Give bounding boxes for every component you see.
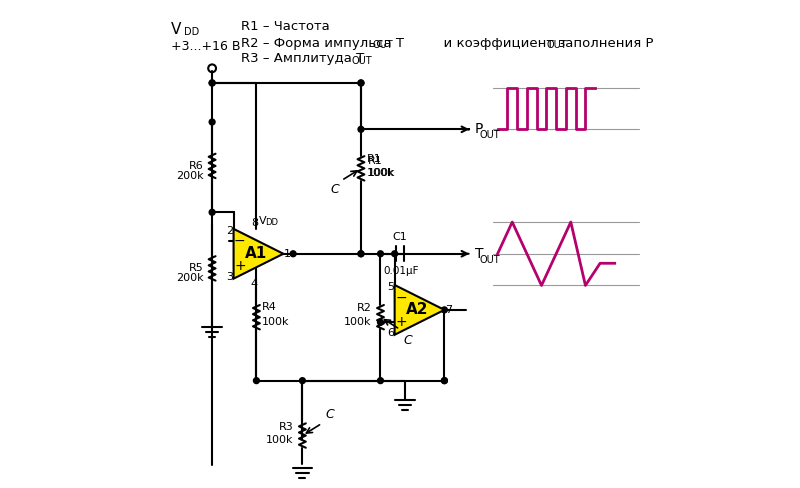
Text: R5: R5 — [189, 264, 203, 273]
Text: 100k: 100k — [266, 435, 294, 446]
Text: +: + — [395, 315, 406, 329]
Circle shape — [392, 251, 398, 257]
Text: T: T — [474, 247, 483, 261]
Text: 4: 4 — [250, 280, 258, 289]
Circle shape — [209, 80, 215, 86]
Text: 3: 3 — [226, 272, 233, 282]
Text: 8: 8 — [250, 218, 258, 228]
Text: R2: R2 — [357, 304, 372, 313]
Text: R3: R3 — [279, 422, 294, 432]
Text: C: C — [326, 408, 334, 421]
Text: R6: R6 — [189, 161, 203, 171]
Text: OUT: OUT — [546, 40, 567, 50]
Circle shape — [442, 378, 447, 384]
Text: 2: 2 — [226, 226, 233, 236]
Circle shape — [209, 209, 215, 215]
Circle shape — [254, 251, 259, 257]
Circle shape — [378, 378, 383, 384]
Text: OUT: OUT — [479, 130, 500, 140]
Circle shape — [358, 251, 364, 257]
Text: −: − — [234, 234, 246, 248]
Text: P: P — [474, 122, 483, 136]
Polygon shape — [394, 285, 445, 335]
Text: 7: 7 — [446, 305, 452, 315]
Text: 0.01μF: 0.01μF — [383, 266, 419, 276]
Text: R2 – Форма импульса T: R2 – Форма импульса T — [242, 37, 404, 50]
Circle shape — [290, 251, 296, 257]
Circle shape — [209, 80, 215, 86]
Text: 6: 6 — [387, 328, 394, 338]
Circle shape — [442, 307, 447, 313]
Polygon shape — [234, 229, 283, 279]
Text: A1: A1 — [246, 246, 267, 261]
Text: R1 – Частота: R1 – Частота — [242, 20, 330, 34]
Text: C: C — [330, 183, 339, 196]
Text: +3...+16 В: +3...+16 В — [170, 40, 240, 53]
Text: +: + — [234, 259, 246, 273]
Circle shape — [378, 251, 383, 257]
Text: C: C — [404, 334, 413, 347]
Circle shape — [358, 80, 364, 86]
Text: и коэффициент заполнения P: и коэффициент заполнения P — [434, 37, 654, 50]
Text: 200k: 200k — [176, 273, 203, 283]
Text: V: V — [170, 22, 181, 37]
Circle shape — [254, 378, 259, 384]
Circle shape — [358, 126, 364, 132]
Circle shape — [358, 251, 364, 257]
Text: R1: R1 — [368, 156, 383, 166]
Text: R1: R1 — [367, 154, 382, 163]
Text: A2: A2 — [406, 303, 429, 317]
Text: 100k: 100k — [367, 168, 394, 178]
Text: 5: 5 — [387, 282, 394, 292]
Circle shape — [209, 119, 215, 125]
Text: 1: 1 — [284, 249, 291, 259]
Text: 200k: 200k — [176, 171, 203, 181]
Text: OUT: OUT — [479, 255, 500, 264]
Text: 100k: 100k — [262, 317, 290, 327]
Circle shape — [378, 320, 383, 325]
Text: 100k: 100k — [368, 168, 396, 178]
Circle shape — [358, 80, 364, 86]
Text: OUT: OUT — [372, 40, 393, 50]
Text: DD: DD — [265, 219, 278, 227]
Text: DD: DD — [184, 27, 199, 37]
Text: R3 – Амплитуда T: R3 – Амплитуда T — [242, 52, 365, 65]
Text: R4: R4 — [262, 303, 277, 312]
Text: C1: C1 — [393, 232, 407, 242]
Text: V: V — [259, 217, 266, 226]
Circle shape — [299, 378, 306, 384]
Text: −: − — [395, 290, 406, 305]
Text: OUT: OUT — [351, 56, 372, 65]
Circle shape — [442, 378, 447, 384]
Text: 100k: 100k — [344, 317, 372, 327]
